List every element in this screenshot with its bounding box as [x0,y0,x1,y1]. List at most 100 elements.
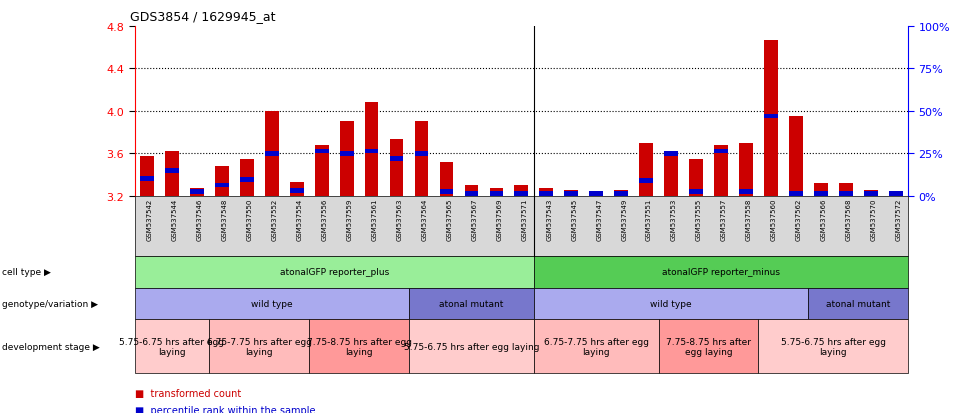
Bar [390,140,404,196]
Text: GSM537561: GSM537561 [372,198,378,240]
Bar [514,192,529,197]
Text: GSM537569: GSM537569 [497,198,503,240]
Text: 5.75-6.75 hrs after egg
laying: 5.75-6.75 hrs after egg laying [119,337,225,356]
Text: GSM537566: GSM537566 [821,198,826,240]
Bar [340,122,354,196]
Text: 7.75-8.75 hrs after
egg laying: 7.75-8.75 hrs after egg laying [666,337,751,356]
Text: GSM537559: GSM537559 [347,198,353,240]
Text: GSM537552: GSM537552 [272,198,278,240]
Text: development stage ▶: development stage ▶ [2,342,100,351]
Text: GSM537563: GSM537563 [397,198,403,240]
Text: GSM537558: GSM537558 [746,198,752,240]
Text: 5.75-6.75 hrs after egg
laying: 5.75-6.75 hrs after egg laying [780,337,886,356]
Text: GDS3854 / 1629945_at: GDS3854 / 1629945_at [130,10,275,23]
Text: GSM537554: GSM537554 [297,198,303,240]
Bar [414,122,429,196]
Bar [864,191,877,196]
Bar [814,183,827,196]
Text: GSM537544: GSM537544 [172,198,178,240]
Text: ■  transformed count: ■ transformed count [135,388,241,398]
Bar [714,145,727,196]
Text: GSM537549: GSM537549 [621,198,628,240]
Text: GSM537553: GSM537553 [671,198,678,240]
Bar [564,191,579,196]
Bar [489,189,504,196]
Bar [315,145,329,196]
Bar [365,103,379,196]
Bar [614,192,628,197]
Text: ■  percentile rank within the sample: ■ percentile rank within the sample [135,405,315,413]
Bar [215,183,229,188]
Bar [764,40,777,196]
Bar [864,192,877,197]
Bar [439,190,454,195]
Bar [789,117,802,196]
Bar [689,190,702,195]
Bar [365,150,379,154]
Bar [489,192,504,197]
Text: GSM537548: GSM537548 [222,198,228,240]
Bar [265,112,279,196]
Bar [140,177,154,182]
Bar [714,150,727,154]
Bar [539,189,554,196]
Text: GSM537542: GSM537542 [147,198,153,240]
Text: GSM537560: GSM537560 [771,198,776,240]
Bar [789,192,802,197]
Bar [639,143,653,196]
Text: GSM537550: GSM537550 [247,198,253,240]
Bar [539,192,554,197]
Bar [439,162,454,196]
Bar [190,189,204,196]
Text: atonal mutant: atonal mutant [826,299,891,308]
Text: GSM537562: GSM537562 [796,198,801,240]
Bar [664,154,678,196]
Text: GSM537555: GSM537555 [696,198,702,240]
Text: GSM537547: GSM537547 [596,198,603,240]
Text: GSM537543: GSM537543 [546,198,553,240]
Bar [165,152,179,196]
Bar [414,152,429,156]
Bar [589,192,604,197]
Bar [614,191,628,196]
Text: GSM537571: GSM537571 [521,198,528,240]
Bar [464,185,479,196]
Bar [889,194,902,196]
Text: genotype/variation ▶: genotype/variation ▶ [2,299,98,308]
Text: 6.75-7.75 hrs after egg
laying: 6.75-7.75 hrs after egg laying [207,337,311,356]
Text: GSM537545: GSM537545 [571,198,578,240]
Bar [240,178,254,183]
Bar [839,192,852,197]
Text: GSM537565: GSM537565 [447,198,453,240]
Bar [589,192,604,196]
Text: 6.75-7.75 hrs after egg
laying: 6.75-7.75 hrs after egg laying [544,337,649,356]
Bar [889,192,902,197]
Bar [639,179,653,184]
Bar [814,192,827,197]
Text: GSM537568: GSM537568 [846,198,851,240]
Bar [315,150,329,154]
Bar [165,169,179,173]
Bar [839,183,852,196]
Bar [764,114,777,119]
Bar [689,159,702,196]
Text: GSM537570: GSM537570 [871,198,876,240]
Text: cell type ▶: cell type ▶ [2,268,51,276]
Text: GSM537556: GSM537556 [322,198,328,240]
Bar [464,192,479,197]
Text: GSM537551: GSM537551 [646,198,653,240]
Bar [290,183,304,196]
Text: atonal mutant: atonal mutant [439,299,504,308]
Text: GSM537557: GSM537557 [721,198,727,240]
Text: GSM537546: GSM537546 [197,198,203,240]
Text: wild type: wild type [651,299,692,308]
Bar [514,185,529,196]
Bar [240,159,254,196]
Text: atonalGFP reporter_minus: atonalGFP reporter_minus [662,268,780,276]
Text: GSM537564: GSM537564 [422,198,428,240]
Bar [265,152,279,156]
Bar [390,157,404,161]
Bar [290,188,304,193]
Text: atonalGFP reporter_plus: atonalGFP reporter_plus [280,268,389,276]
Bar [664,152,678,156]
